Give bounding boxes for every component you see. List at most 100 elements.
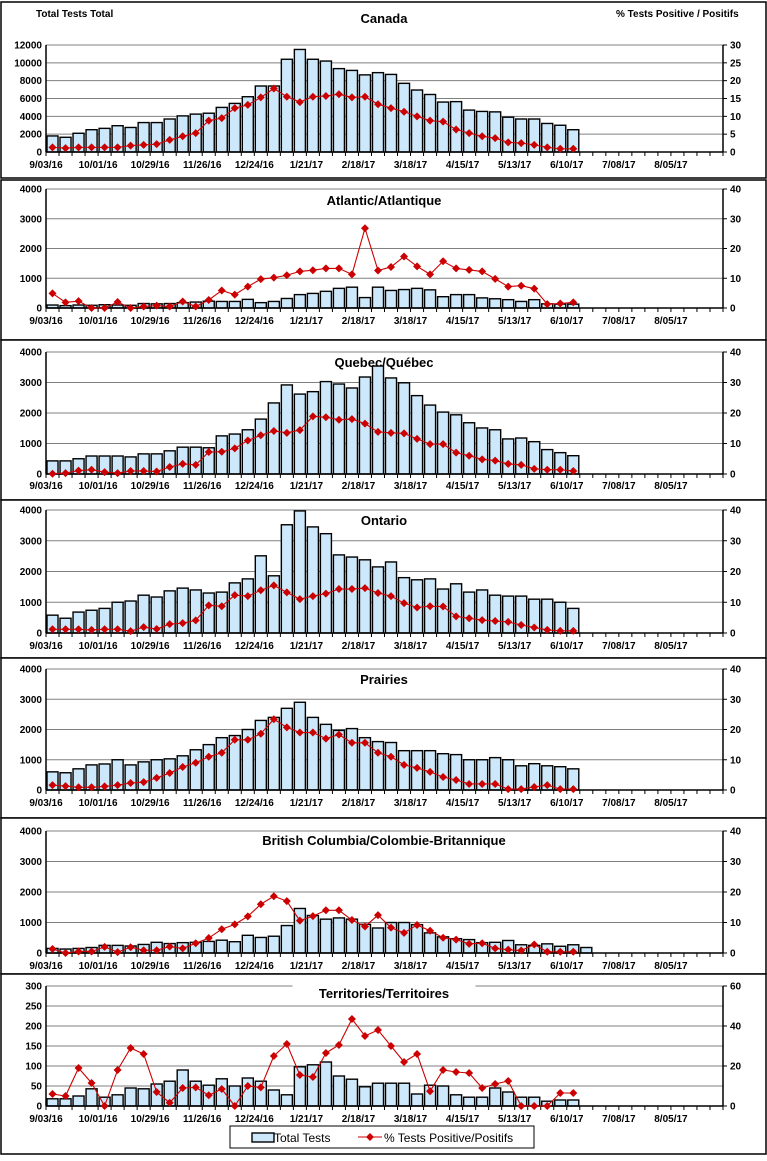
marker-pct-positive: [517, 621, 526, 630]
bar-total-tests: [345, 387, 359, 475]
left-tick-label: 4000: [20, 827, 43, 838]
marker-pct-positive: [478, 1084, 487, 1092]
bar-total-tests: [462, 1096, 476, 1107]
bar-total-tests: [319, 918, 333, 954]
marker-pct-positive: [439, 1066, 448, 1074]
bar-total-tests: [241, 429, 255, 475]
marker-pct-positive: [413, 920, 422, 929]
right-tick-label: 40: [730, 348, 742, 359]
bar-total-tests: [397, 382, 411, 475]
panel-british-columbia-colombie-britannique: 0 1000 2000 3000 4000 0 10 20 30 40 British Columb…: [0, 817, 767, 975]
bar-total-tests: [423, 932, 437, 954]
marker-pct-positive: [165, 135, 174, 144]
x-tick-label: 9/03/16: [29, 160, 63, 171]
bar-total-tests: [293, 510, 307, 634]
marker-pct-positive: [295, 426, 304, 435]
bar-total-tests: [436, 1085, 450, 1107]
x-tick-label: 12/24/16: [235, 481, 274, 492]
right-tick-label: 10: [730, 918, 742, 929]
x-tick-label: 8/05/17: [654, 961, 688, 972]
marker-pct-positive: [334, 906, 343, 915]
left-tick-label: 3000: [20, 857, 43, 868]
marker-pct-positive: [87, 304, 96, 312]
marker-pct-positive: [569, 144, 578, 153]
marker-pct-positive: [452, 1068, 461, 1076]
marker-pct-positive: [269, 1052, 278, 1060]
x-tick-label: 7/08/17: [602, 798, 636, 809]
marker-pct-positive: [452, 935, 461, 944]
marker-pct-positive: [113, 1066, 122, 1074]
marker-pct-positive: [74, 143, 83, 152]
marker-pct-positive: [48, 289, 57, 298]
bar-total-tests: [462, 591, 476, 634]
x-tick-label: 2/18/17: [342, 961, 376, 972]
marker-pct-positive: [152, 946, 161, 955]
left-tick-label: 3000: [20, 378, 43, 389]
bar-total-tests: [397, 921, 411, 954]
x-tick-label: 3/18/17: [394, 481, 428, 492]
marker-pct-positive: [269, 273, 278, 282]
bar-total-tests: [410, 287, 424, 309]
marker-pct-positive: [243, 735, 252, 744]
marker-pct-positive: [256, 275, 265, 284]
marker-pct-positive: [256, 93, 265, 102]
marker-pct-positive: [400, 107, 409, 116]
bar-total-tests: [85, 1088, 98, 1107]
marker-pct-positive: [439, 933, 448, 942]
bar-total-tests: [358, 296, 372, 309]
marker-pct-positive: [139, 623, 148, 632]
marker-pct-positive: [113, 625, 122, 634]
marker-pct-positive: [87, 625, 96, 634]
marker-pct-positive: [400, 928, 409, 937]
marker-pct-positive: [308, 728, 317, 737]
bar-total-tests: [267, 300, 281, 309]
marker-pct-positive: [321, 413, 330, 422]
left-tick-label: 2000: [20, 130, 43, 141]
bar-total-tests: [189, 589, 202, 634]
right-tick-label: 30: [730, 695, 742, 706]
marker-pct-positive: [139, 778, 148, 787]
bar-total-tests: [488, 1087, 502, 1107]
marker-pct-positive: [165, 1098, 174, 1107]
marker-pct-positive: [217, 925, 226, 934]
left-tick-label: 0: [36, 786, 42, 797]
marker-pct-positive: [387, 104, 396, 113]
marker-pct-positive: [100, 143, 109, 152]
marker-pct-positive: [295, 1071, 304, 1079]
left-tick-label: 250: [25, 1002, 42, 1013]
marker-pct-positive: [334, 730, 343, 739]
marker-pct-positive: [230, 591, 239, 600]
marker-pct-positive: [426, 270, 435, 279]
marker-pct-positive: [373, 911, 382, 920]
marker-pct-positive: [373, 266, 382, 275]
left-tick-label: 1000: [20, 439, 43, 450]
bar-total-tests: [462, 293, 476, 309]
bar-total-tests: [215, 591, 228, 634]
marker-pct-positive: [308, 912, 317, 921]
left-tick-label: 1000: [20, 598, 43, 609]
marker-pct-positive: [61, 782, 70, 791]
x-tick-label: 1/21/17: [290, 481, 324, 492]
bar-total-tests: [306, 292, 320, 309]
marker-pct-positive: [48, 781, 57, 790]
bar-total-tests: [319, 723, 333, 791]
marker-pct-positive: [360, 584, 369, 593]
marker-pct-positive: [165, 462, 174, 471]
bar-total-tests: [358, 74, 372, 153]
marker-pct-positive: [504, 459, 513, 468]
marker-pct-positive: [426, 767, 435, 776]
bar-total-tests: [436, 295, 450, 309]
left-tick-label: 150: [25, 1042, 42, 1053]
right-tick-label: 40: [730, 827, 742, 838]
x-tick-label: 1/21/17: [290, 641, 324, 652]
left-tick-label: 100: [25, 1062, 42, 1073]
marker-pct-positive: [87, 465, 96, 474]
marker-pct-positive: [347, 1015, 356, 1023]
marker-pct-positive: [334, 585, 343, 594]
marker-pct-positive: [347, 415, 356, 424]
marker-pct-positive: [126, 141, 135, 150]
marker-pct-positive: [217, 748, 226, 757]
bar-total-tests: [293, 293, 307, 309]
left-tick-label: 12000: [14, 41, 42, 52]
